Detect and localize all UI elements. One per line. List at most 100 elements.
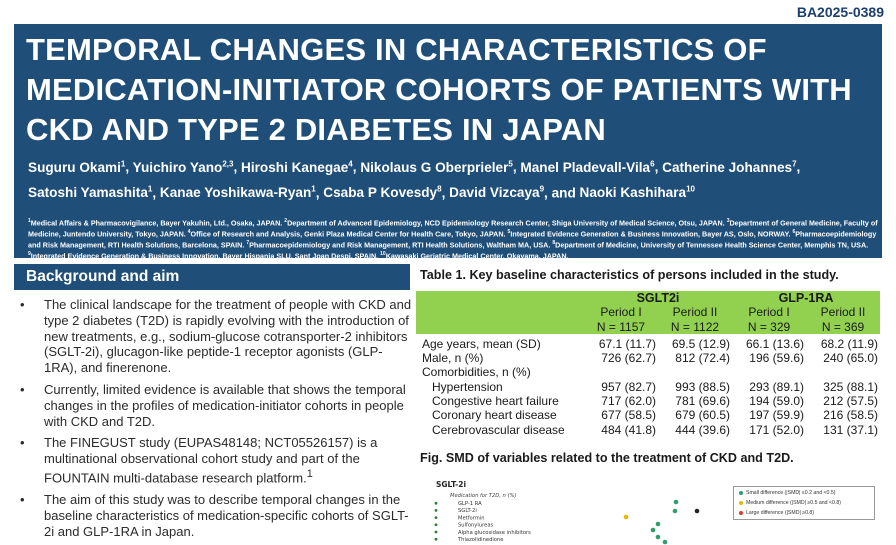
row-label: Cerebrovascular disease bbox=[432, 422, 565, 437]
figure-legend: Small difference (|SMD| ≤0.2 and <0.5) M… bbox=[733, 486, 875, 520]
author-list: Suguru Okami1, Yuichiro Yano2,3, Hiroshi… bbox=[28, 159, 801, 201]
poster-title: TEMPORAL CHANGES IN CHARACTERISTICS OF M… bbox=[26, 32, 852, 147]
author-affiliation-sup: 9 bbox=[539, 184, 545, 194]
affiliation-sup: 8 bbox=[552, 239, 556, 246]
bullet-item: • Currently, limited evidence is availabl… bbox=[20, 381, 406, 429]
author: Csaba P Kovesdy8 bbox=[323, 184, 442, 201]
author-affiliation-sup: 8 bbox=[437, 184, 442, 194]
smd-point bbox=[672, 508, 678, 514]
affiliation-sup: 10 bbox=[380, 250, 386, 257]
row-label: Congestive heart failure bbox=[432, 394, 559, 409]
table-cell: 484 (41.8) bbox=[601, 422, 656, 437]
table-row: Coronary heart disease 677 (58.5) 679 (60.… bbox=[416, 408, 880, 422]
author-affiliation-sup: 6 bbox=[650, 159, 655, 168]
author-affiliation-sup: 2,3 bbox=[222, 159, 234, 168]
figure-item-marker bbox=[434, 537, 438, 541]
n-header: N = 1157 bbox=[584, 319, 658, 334]
table-cell: 240 (65.0) bbox=[823, 351, 878, 366]
affiliation: Integrated Evidence Generation & Busines… bbox=[510, 229, 793, 239]
author-affiliation-sup: 1 bbox=[120, 159, 126, 168]
affiliation: Pharmacoepidemiology and Risk Management… bbox=[249, 240, 553, 250]
table-title: Table 1. Key baseline characteristics of… bbox=[420, 268, 839, 282]
smd-point bbox=[655, 521, 661, 527]
table-cell: 812 (72.4) bbox=[675, 351, 730, 366]
table-n-header: N = 1157 N = 1122 N = 329 N = 369 bbox=[416, 319, 880, 334]
group-glp1ra: GLP-1RA bbox=[732, 291, 880, 306]
figure-item-marker bbox=[434, 516, 438, 519]
table-row: Hypertension 957 (82.7) 993 (88.5) 293 (89.… bbox=[416, 380, 880, 394]
table-row: Cerebrovascular disease 484 (41.8) 444 (39… bbox=[416, 423, 880, 437]
author: Manel Pladevall-Vila6 bbox=[520, 159, 655, 175]
table-cell: 325 (88.1) bbox=[823, 379, 878, 394]
table-cell: 212 (57.5) bbox=[823, 394, 878, 409]
author-affiliation-sup: 10 bbox=[686, 184, 695, 194]
table-row: Age years, mean (SD) 67.1 (11.7) 69.5 (12.… bbox=[416, 334, 880, 351]
affiliation: Integrated Evidence Generation & Busines… bbox=[30, 251, 381, 261]
affiliation-list: 1Medical Affairs & Pharmacovigilance, Ba… bbox=[28, 217, 878, 261]
author-affiliation-sup: 1 bbox=[147, 184, 153, 194]
table-cell: 993 (88.5) bbox=[675, 379, 730, 394]
table-row: Congestive heart failure 717 (62.0) 781 (6… bbox=[416, 394, 880, 408]
background-bullets: • The clinical landscape for the treatmen… bbox=[20, 297, 412, 545]
legend-small: Small difference (|SMD| ≤0.2 and <0.5) bbox=[739, 490, 836, 496]
period-header: Period I bbox=[584, 305, 658, 320]
affiliation-sup: 5 bbox=[507, 228, 511, 235]
n-header: N = 329 bbox=[732, 319, 806, 334]
figure-item-marker bbox=[434, 523, 438, 527]
smd-point bbox=[623, 514, 629, 520]
smd-point bbox=[655, 534, 661, 540]
period-header: Period II bbox=[806, 305, 880, 320]
legend-medium: Medium difference (|SMD| ≥0.5 and <0.8) bbox=[739, 500, 841, 506]
bullet-glyph: • bbox=[20, 297, 25, 312]
author: Suguru Okami1 bbox=[28, 159, 126, 175]
row-label: Age years, mean (SD) bbox=[422, 336, 541, 351]
table-cell: 717 (62.0) bbox=[601, 394, 656, 409]
period-header: Period II bbox=[658, 305, 732, 320]
author: Hiroshi Kanegae4 bbox=[241, 159, 353, 175]
table-cell: 781 (69.6) bbox=[675, 394, 730, 409]
figure-panel-label: SGLT-2i bbox=[436, 480, 466, 489]
figure-item-label: GLP-1 RA bbox=[458, 501, 482, 507]
author: Satoshi Yamashita1 bbox=[28, 184, 153, 201]
table-cell: 957 (82.7) bbox=[601, 379, 656, 394]
smd-point bbox=[650, 527, 656, 533]
table-cell: 293 (89.1) bbox=[749, 379, 804, 394]
figure-section-label: Medication for T2D, n (%) bbox=[450, 493, 516, 499]
table-cell: 196 (59.6) bbox=[749, 351, 804, 366]
baseline-table: SGLT2i GLP-1RA Period I Period II Period… bbox=[416, 291, 880, 437]
n-header: N = 1122 bbox=[658, 319, 732, 334]
period-header: Period I bbox=[732, 305, 806, 320]
affiliation: Department of Medicine, University of Te… bbox=[555, 240, 869, 250]
table-row: Comorbidities, n (%) bbox=[416, 365, 880, 379]
author-affiliation-sup: 7 bbox=[792, 159, 797, 168]
affiliation-sup: 3 bbox=[726, 218, 730, 224]
smd-point bbox=[694, 508, 700, 514]
figure-item-label: Metformin bbox=[458, 515, 485, 521]
table-cell: 679 (60.5) bbox=[675, 408, 730, 423]
affiliation: Kawasaki Geriatric Medical Center, Okaya… bbox=[385, 251, 569, 261]
group-sglt2i: SGLT2i bbox=[584, 291, 732, 306]
row-label: Hypertension bbox=[432, 379, 503, 394]
poster-id: BA2025-0389 bbox=[796, 4, 884, 20]
affiliation: Department of Advanced Epidemiology, NCD… bbox=[287, 218, 727, 228]
affiliation: Office of Research and Analysis, Genki P… bbox=[190, 229, 508, 239]
author-affiliation-sup: 1 bbox=[311, 184, 316, 194]
bullet-glyph: • bbox=[20, 435, 25, 451]
table-cell: 444 (39.6) bbox=[675, 422, 730, 437]
affiliation: Pharmacoepidemiology and Risk Management… bbox=[28, 229, 877, 250]
smd-figure: SGLT-2i Medication for T2D, n (%) GLP-1 … bbox=[434, 480, 700, 545]
table-cell: 197 (59.9) bbox=[749, 408, 804, 423]
figure-item-marker bbox=[434, 530, 438, 534]
n-header: N = 369 bbox=[806, 319, 880, 334]
table-cell: 131 (37.1) bbox=[823, 422, 878, 437]
legend-swatch bbox=[739, 510, 743, 515]
figure-item-label: Alpha glucosidase inhibitors bbox=[458, 530, 531, 536]
table-cell: 216 (58.5) bbox=[823, 408, 878, 423]
table-period-header: Period I Period II Period I Period II bbox=[416, 305, 880, 320]
author: David Vizcaya9 bbox=[449, 184, 545, 201]
affiliation-sup: 2 bbox=[284, 218, 288, 224]
bullet-item: • The aim of this study was to describe t… bbox=[20, 492, 409, 539]
figure-item-label: Sulfonylureas bbox=[458, 523, 493, 529]
author-affiliation-sup: 5 bbox=[508, 159, 513, 168]
affiliation-sup: 4 bbox=[187, 228, 191, 235]
